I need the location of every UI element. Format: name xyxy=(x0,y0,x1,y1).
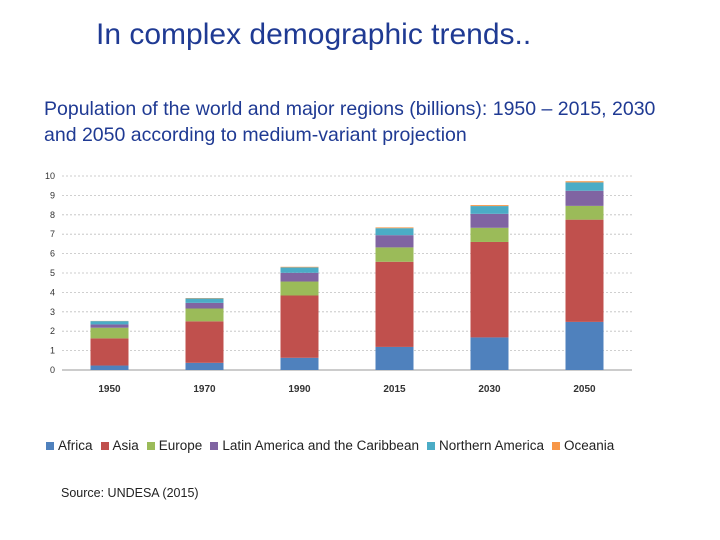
bar-segment-africa-1990 xyxy=(280,357,319,370)
bar-segment-africa-1970 xyxy=(185,362,224,370)
x-category-label: 1970 xyxy=(193,384,216,395)
bar-segment-latin-america-and-the-caribbean-1950 xyxy=(90,324,129,328)
bar-segment-oceania-2050 xyxy=(565,181,604,183)
legend-swatch xyxy=(46,441,54,450)
bar-segment-africa-2015 xyxy=(375,346,414,370)
legend-label: Africa xyxy=(58,438,93,453)
source-note: Source: UNDESA (2015) xyxy=(61,486,199,500)
bar-segment-africa-2030 xyxy=(470,337,509,370)
bar-segment-africa-1950 xyxy=(90,365,129,370)
x-category-label: 2015 xyxy=(383,384,406,395)
x-category-label: 2050 xyxy=(573,384,596,395)
bar-segment-latin-america-and-the-caribbean-2030 xyxy=(470,213,509,228)
y-tick-label: 9 xyxy=(50,190,55,200)
bar-segment-northern-america-2050 xyxy=(565,182,604,191)
bar-segment-oceania-2015 xyxy=(375,227,414,229)
bar-segment-asia-1950 xyxy=(90,338,129,366)
legend-swatch xyxy=(100,441,109,450)
x-axis-labels: 1950 1970 1990 2015 2030 2050 xyxy=(98,384,596,395)
bar-segment-latin-america-and-the-caribbean-1970 xyxy=(185,302,224,309)
bar-segment-asia-1990 xyxy=(280,295,319,358)
bar-segment-northern-america-1990 xyxy=(280,267,319,273)
x-category-label: 2030 xyxy=(478,384,501,395)
legend-label: Europe xyxy=(158,438,203,453)
bar-segment-latin-america-and-the-caribbean-2015 xyxy=(375,235,414,248)
gridlines xyxy=(62,175,632,371)
y-tick-label: 6 xyxy=(50,249,55,259)
y-tick-label: 3 xyxy=(50,307,55,317)
legend-label: Oceania xyxy=(564,438,615,453)
y-axis-ticks: 0 1 2 3 4 5 6 7 8 9 10 xyxy=(45,171,55,375)
legend-item: Europe xyxy=(146,438,203,453)
bar-segment-northern-america-1970 xyxy=(185,298,224,303)
legend-item: Asia xyxy=(100,438,139,453)
chart-subtitle: Population of the world and major region… xyxy=(44,98,656,146)
bars xyxy=(90,181,604,370)
bar-segment-europe-1950 xyxy=(90,327,129,339)
bar-segment-europe-2030 xyxy=(470,227,509,242)
bar-segment-oceania-2030 xyxy=(470,205,509,207)
y-tick-label: 8 xyxy=(50,210,55,220)
bar-segment-latin-america-and-the-caribbean-2050 xyxy=(565,190,604,206)
legend-label: Northern America xyxy=(438,438,545,453)
bar-segment-europe-2050 xyxy=(565,205,604,220)
y-tick-label: 1 xyxy=(50,346,55,356)
y-tick-label: 4 xyxy=(50,287,55,297)
bar-segment-northern-america-2015 xyxy=(375,228,414,236)
x-category-label: 1950 xyxy=(98,384,121,395)
legend-label: Latin America and the Caribbean xyxy=(222,438,419,453)
legend-swatch xyxy=(552,441,561,450)
slide-title: In complex demographic trends.. xyxy=(96,18,532,51)
y-tick-label: 2 xyxy=(50,326,55,336)
bar-segment-latin-america-and-the-caribbean-1990 xyxy=(280,272,319,282)
y-tick-label: 0 xyxy=(50,365,55,375)
y-tick-label: 5 xyxy=(50,268,55,278)
bar-segment-asia-1970 xyxy=(185,321,224,363)
legend-item: Northern America xyxy=(426,438,545,453)
bar-segment-europe-1970 xyxy=(185,308,224,322)
legend-swatch xyxy=(146,441,155,450)
bar-segment-europe-2015 xyxy=(375,247,414,262)
bar-segment-oceania-1990 xyxy=(280,266,319,268)
bar-segment-northern-america-2030 xyxy=(470,206,509,214)
y-tick-label: 7 xyxy=(50,229,55,239)
y-tick-label: 10 xyxy=(45,171,55,181)
legend-item: Latin America and the Caribbean xyxy=(210,438,419,453)
chart-legend: Africa Asia Europe Latin America and the Ca… xyxy=(46,438,622,453)
bar-segment-asia-2030 xyxy=(470,241,509,338)
bar-segment-europe-1990 xyxy=(280,281,319,296)
bar-segment-northern-america-1950 xyxy=(90,321,129,325)
legend-item: Oceania xyxy=(552,438,614,453)
bar-segment-asia-2015 xyxy=(375,261,414,347)
legend-item: Africa xyxy=(46,438,93,453)
legend-label: Asia xyxy=(112,438,139,453)
bar-segment-asia-2050 xyxy=(565,219,604,322)
legend-swatch xyxy=(426,441,435,450)
bar-segment-africa-2050 xyxy=(565,321,604,370)
x-category-label: 1990 xyxy=(288,384,311,395)
legend-swatch xyxy=(210,441,219,450)
